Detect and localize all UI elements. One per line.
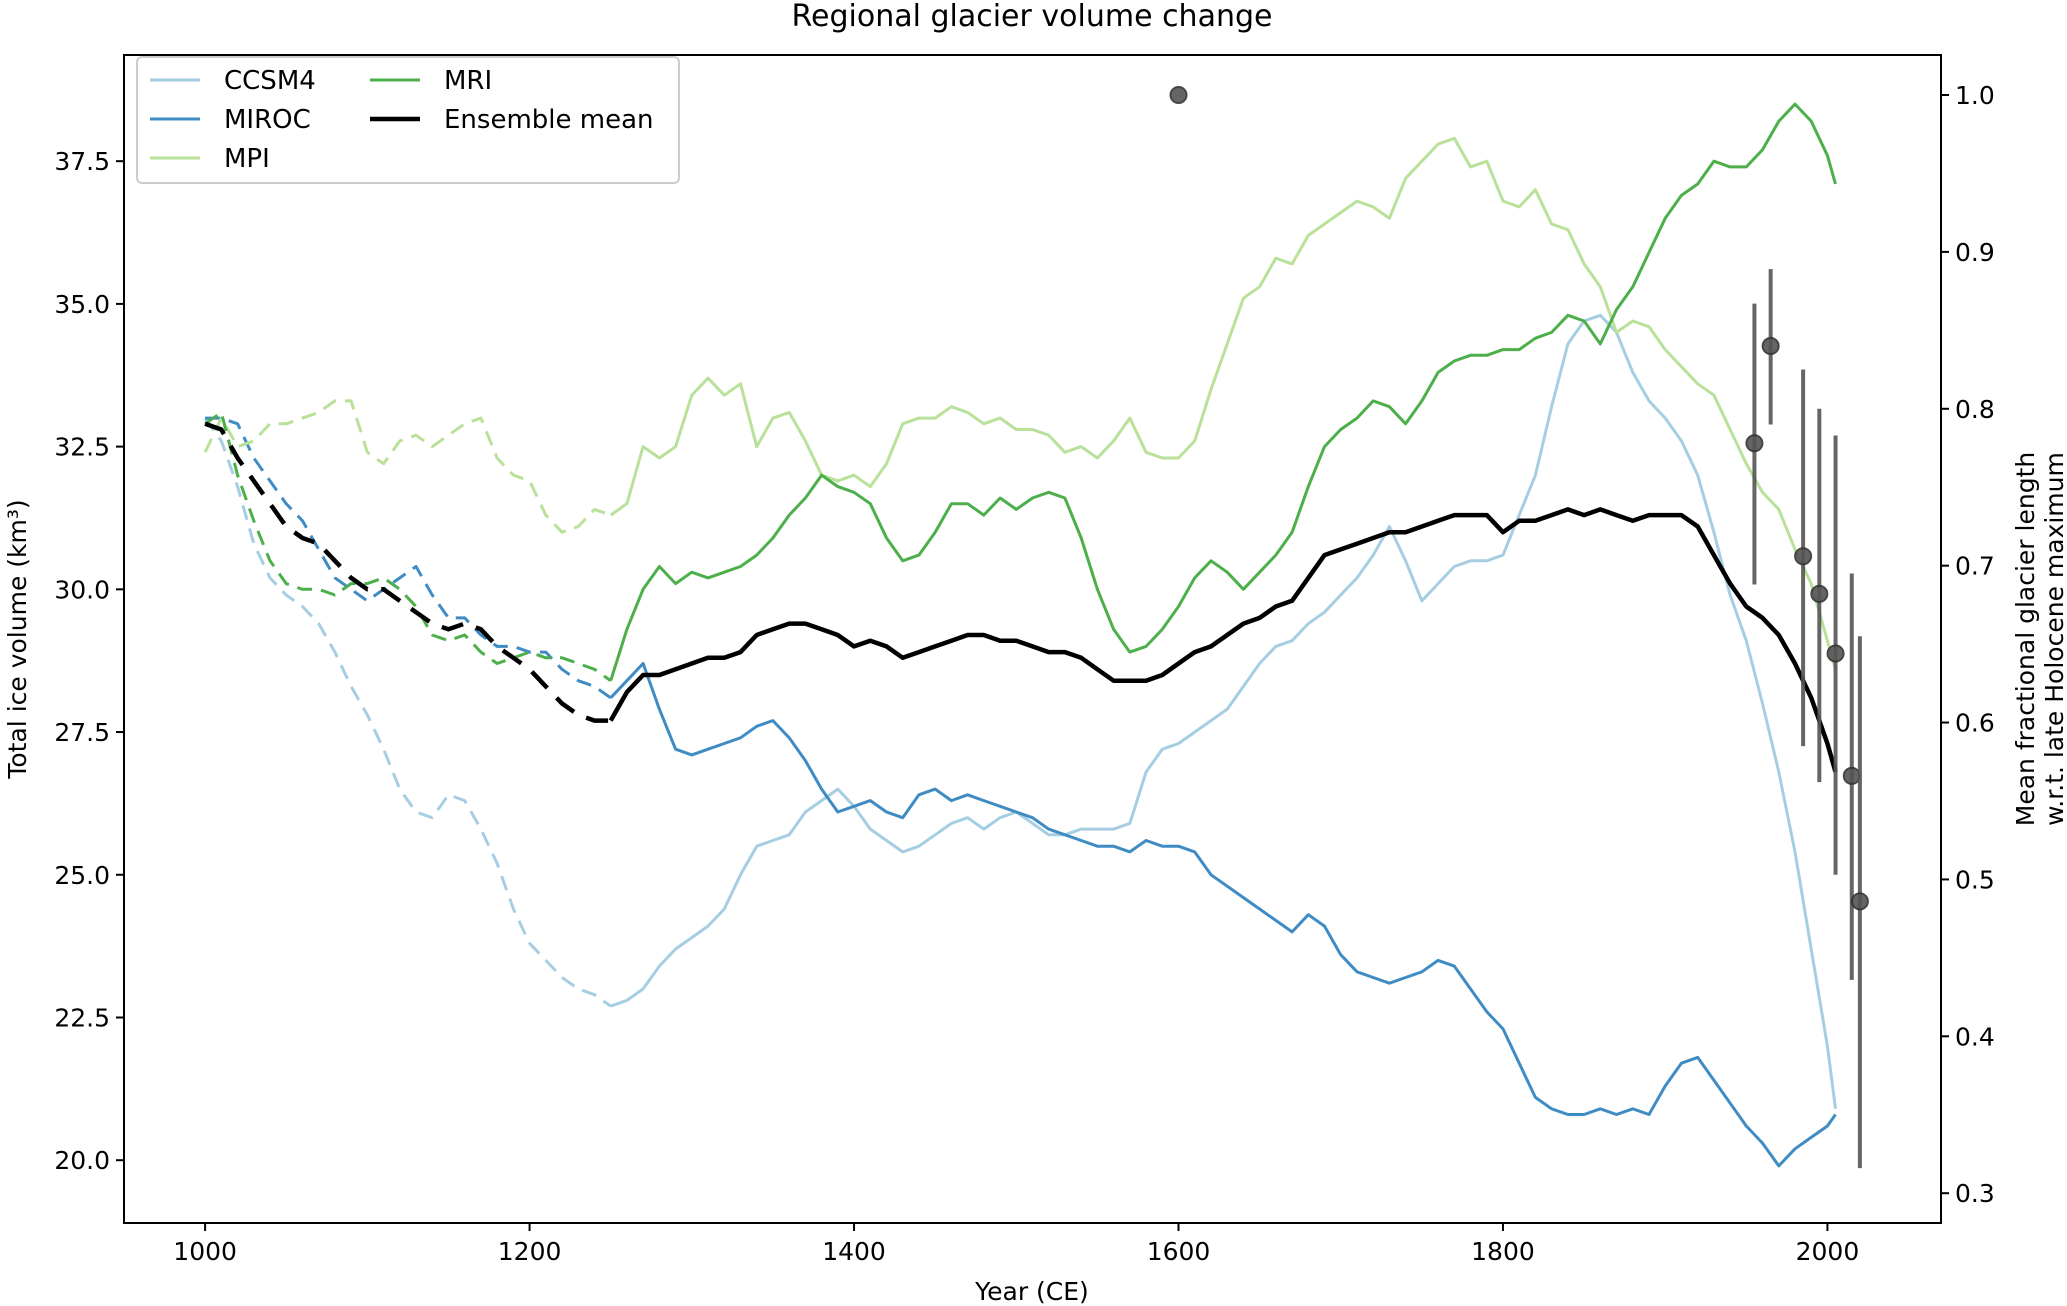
series-ensemble-mean-dashed-line	[204, 421, 611, 723]
observation-point	[1761, 337, 1780, 356]
observation-point	[1810, 584, 1829, 603]
series-mri-dashed-line	[204, 410, 612, 682]
y-axis-right: 0.3 0.4 0.5 0.6 0.7 0.8 0.9 1.0	[1941, 81, 1995, 1208]
observation-point	[1850, 892, 1869, 911]
observation-point	[1169, 86, 1188, 105]
legend-label: MIROC	[224, 105, 311, 135]
y-tick-label: 32.5	[54, 433, 110, 462]
series-mri-line	[609, 102, 1837, 682]
y2-tick-label: 0.8	[1955, 395, 1995, 424]
axes-frame	[123, 54, 1942, 1224]
series-mpi-dashed-line	[203, 399, 612, 534]
series-mpi-line	[609, 136, 1837, 670]
series-miroc-dashed-line	[205, 416, 612, 700]
y-tick-label: 35.0	[54, 290, 110, 319]
y2-tick-label: 1.0	[1955, 81, 1995, 110]
y-tick-label: 20.0	[54, 1146, 110, 1175]
legend-label: MRI	[444, 66, 492, 96]
series-ccsm4-dashed-line	[203, 417, 612, 1008]
y2-tick-label: 0.9	[1955, 238, 1995, 267]
y-tick-label: 30.0	[54, 575, 110, 604]
y-tick-label: 25.0	[54, 861, 110, 890]
y2-axis-label-line2: w.r.t. late Holocene maximum	[2040, 452, 2067, 826]
y-axis-label: Total ice volume (km³)	[3, 499, 32, 779]
series-ensemble-mean-line	[608, 507, 1838, 773]
legend-label: MPI	[224, 144, 270, 174]
legend-label: CCSM4	[224, 66, 316, 96]
y2-tick-label: 0.6	[1955, 709, 1995, 738]
plot-area	[203, 86, 1869, 1169]
y-axis-left: 20.0 22.5 25.0 27.5 30.0 32.5 35.0 37.5	[54, 147, 124, 1175]
y-tick-label: 22.5	[54, 1003, 110, 1032]
chart-title: Regional glacier volume change	[792, 0, 1273, 34]
y2-axis-label-line1: Mean fractional glacier length	[2011, 452, 2040, 826]
x-tick-label: 1000	[173, 1237, 237, 1266]
series-miroc-line	[609, 662, 1837, 1168]
y-tick-label: 27.5	[54, 718, 110, 747]
y-tick-label: 37.5	[54, 147, 110, 176]
series-ccsm4-line	[610, 313, 1837, 1109]
legend: CCSM4 MIROC MPI MRI Ensemble mean	[136, 56, 680, 184]
observation-point	[1842, 766, 1861, 785]
observation-point	[1794, 547, 1813, 566]
y2-tick-label: 0.5	[1955, 865, 1995, 894]
y2-tick-label: 0.4	[1955, 1022, 1995, 1051]
legend-label: Ensemble mean	[444, 105, 654, 135]
x-tick-label: 1200	[498, 1237, 562, 1266]
x-tick-label: 1600	[1147, 1237, 1211, 1266]
x-tick-label: 1800	[1471, 1237, 1535, 1266]
y2-tick-label: 0.3	[1955, 1179, 1995, 1208]
x-tick-label: 1400	[822, 1237, 886, 1266]
observation-point	[1745, 434, 1764, 453]
x-axis-label: Year (CE)	[974, 1277, 1089, 1306]
x-axis: 1000 1200 1400 1600 1800 2000	[173, 1223, 1859, 1266]
x-tick-label: 2000	[1796, 1237, 1860, 1266]
observation-point	[1826, 644, 1845, 663]
y2-tick-label: 0.7	[1955, 552, 1995, 581]
